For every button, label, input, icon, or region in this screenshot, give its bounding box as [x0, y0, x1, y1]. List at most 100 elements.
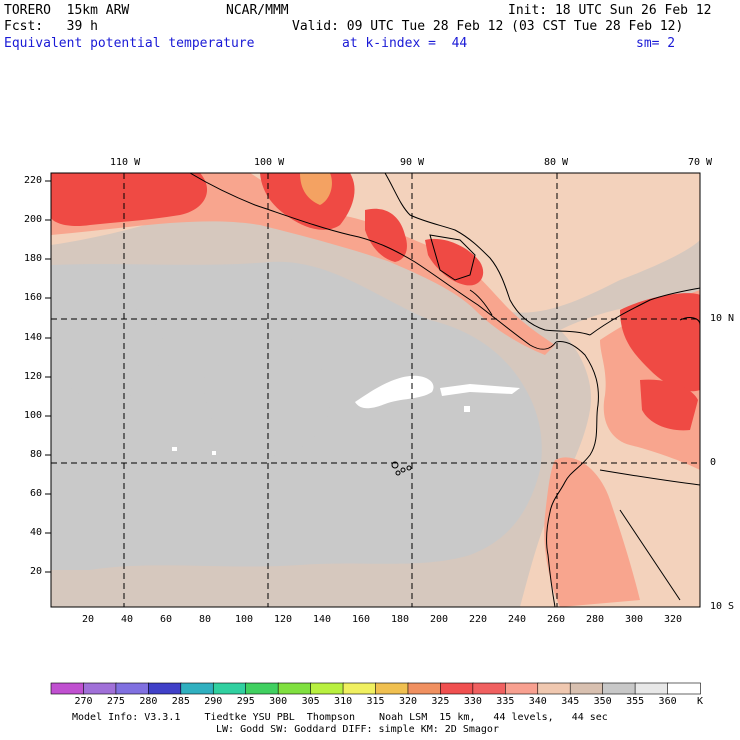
colorbar-label: 355	[626, 696, 645, 707]
x-tick: 100	[235, 614, 254, 625]
x-tick: 140	[313, 614, 332, 625]
cool-gray-patch-2	[55, 298, 163, 401]
y-tick: 20	[30, 566, 43, 577]
lon-label-90w: 90 W	[400, 157, 425, 168]
colorbar-label: 350	[593, 696, 612, 707]
colorbar-swatch	[83, 682, 117, 695]
x-tick: 280	[586, 614, 605, 625]
cool-gray-patch-3	[204, 328, 331, 456]
coastlines	[189, 173, 700, 607]
lat-label-10n: 10 N	[710, 313, 735, 324]
colorbar-label: 280	[139, 696, 158, 707]
colorbar-swatch	[277, 682, 312, 695]
lon-label-110w: 110 W	[110, 157, 141, 168]
colorbar-swatch	[212, 682, 247, 695]
red-northwest	[51, 173, 208, 227]
field-name: Equivalent potential temperature	[4, 36, 255, 51]
y-tick: 40	[30, 527, 43, 538]
red-east	[620, 293, 700, 392]
y-tick: 140	[24, 332, 43, 343]
colorbar-swatch	[148, 682, 182, 695]
colorbar-label: 315	[366, 696, 385, 707]
colorbar-swatch	[667, 682, 701, 695]
colorbar-label: 320	[398, 696, 417, 707]
y-tick: 160	[24, 292, 43, 303]
colorbar-swatch	[180, 682, 215, 695]
colorbar-swatch	[537, 682, 572, 695]
lon-label-100w: 100 W	[254, 157, 285, 168]
white-dot-1	[464, 406, 470, 412]
x-tick: 260	[547, 614, 566, 625]
colorbar-swatch	[375, 682, 409, 695]
y-tick: 200	[24, 214, 43, 225]
y-tick: 80	[30, 449, 43, 460]
valid-time: Valid: 09 UTC Tue 28 Feb 12 (03 CST Tue …	[292, 19, 684, 34]
colorbar-unit: K	[697, 696, 704, 707]
colorbar-label: 340	[528, 696, 547, 707]
forecast-hour: Fcst: 39 h	[4, 19, 98, 34]
model-info-line-2: LW: Godd SW: Goddard DIFF: simple KM: 2D…	[216, 724, 499, 735]
white-streak-1	[355, 375, 434, 409]
colorbar-label: 325	[431, 696, 450, 707]
axis-ticks	[45, 180, 51, 573]
colorbar-swatch	[245, 682, 279, 695]
white-streak-2	[440, 384, 520, 396]
y-tick: 60	[30, 488, 43, 499]
colorbar-label: 275	[106, 696, 125, 707]
model-info-line-1: Model Info: V3.3.1 Tiedtke YSU PBL Thomp…	[72, 712, 608, 723]
red-central-america-2	[425, 238, 484, 286]
x-tick: 40	[121, 614, 134, 625]
colorbar-swatch	[634, 682, 669, 695]
colorbar-label: 335	[496, 696, 515, 707]
level-label: at k-index = 44	[342, 36, 468, 51]
colorbar-swatch	[602, 682, 636, 695]
colorbar-swatch	[472, 682, 507, 695]
y-tick: 180	[24, 253, 43, 264]
colorbar-label: 270	[74, 696, 93, 707]
colorbar-swatch	[407, 682, 442, 695]
x-tick: 180	[391, 614, 410, 625]
x-tick: 320	[664, 614, 683, 625]
colorbar-label: 345	[561, 696, 580, 707]
colorbar-swatch	[310, 682, 344, 695]
salmon-south-america	[544, 457, 640, 607]
lat-label-0: 0	[710, 457, 717, 468]
colorbar-label: 360	[658, 696, 677, 707]
lon-label-80w: 80 W	[544, 157, 569, 168]
orange-patch	[300, 173, 332, 205]
x-tick: 80	[199, 614, 212, 625]
lon-label-70w: 70 W	[688, 157, 713, 168]
colorbar-swatch	[504, 682, 539, 695]
colorbar-swatch	[569, 682, 604, 695]
map-panel	[45, 172, 701, 608]
x-tick: 60	[160, 614, 173, 625]
init-time: Init: 18 UTC Sun 26 Feb 12	[508, 3, 712, 18]
red-east-2	[640, 379, 698, 431]
colorbar-label: 330	[463, 696, 482, 707]
center-label: NCAR/MMM	[226, 3, 289, 18]
y-tick: 100	[24, 410, 43, 421]
y-tick: 120	[24, 371, 43, 382]
colorbar-swatch	[342, 682, 377, 695]
lat-label-10s: 10 S	[710, 601, 735, 612]
x-tick: 20	[82, 614, 95, 625]
white-dot-3	[212, 451, 216, 455]
x-tick: 220	[469, 614, 488, 625]
colorbar-label: 290	[204, 696, 223, 707]
white-dot-2	[172, 447, 177, 451]
smoothing-label: sm= 2	[636, 36, 676, 51]
colorbar-label: 285	[171, 696, 190, 707]
x-tick: 160	[352, 614, 371, 625]
map-frame	[50, 172, 701, 608]
colorbar-swatch	[440, 682, 474, 695]
x-tick: 240	[508, 614, 527, 625]
x-tick: 200	[430, 614, 449, 625]
x-tick: 300	[625, 614, 644, 625]
red-central-america-1	[365, 208, 407, 262]
colorbar-swatch	[50, 682, 85, 695]
colorbar-label: 305	[301, 696, 320, 707]
graticule	[51, 173, 700, 607]
colorbar-label: 300	[269, 696, 288, 707]
colorbar-swatch	[115, 682, 150, 695]
